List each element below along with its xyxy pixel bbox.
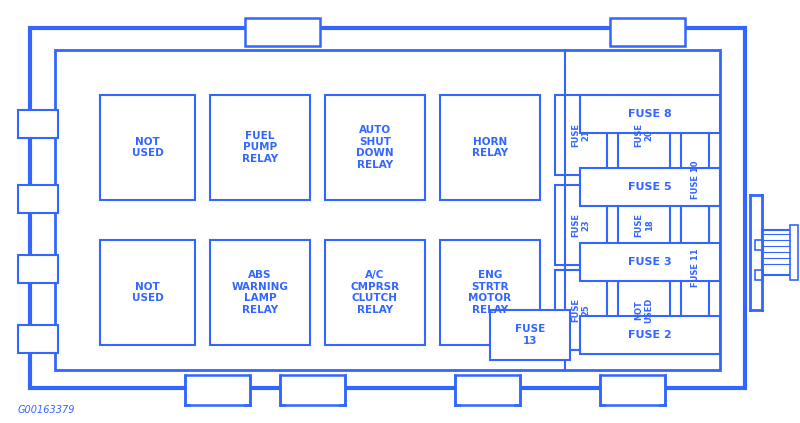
- Text: ENG
STRTR
MOTOR
RELAY: ENG STRTR MOTOR RELAY: [469, 270, 511, 315]
- Text: HORN
RELAY: HORN RELAY: [472, 137, 508, 158]
- Bar: [618, 185, 670, 265]
- Bar: [555, 185, 607, 265]
- Bar: [100, 95, 195, 200]
- Bar: [755, 240, 763, 250]
- Bar: [618, 270, 670, 350]
- Bar: [55, 50, 720, 370]
- Text: NOT
USED: NOT USED: [132, 282, 163, 303]
- Bar: [461, 381, 514, 411]
- Bar: [610, 18, 685, 46]
- Text: FUSE
23: FUSE 23: [571, 213, 590, 237]
- Bar: [600, 375, 665, 405]
- Bar: [245, 18, 320, 46]
- Text: FUSE
21: FUSE 21: [571, 123, 590, 147]
- Bar: [681, 95, 709, 265]
- Bar: [555, 270, 607, 350]
- Bar: [191, 381, 244, 411]
- Bar: [762, 230, 792, 275]
- Text: FUSE 10: FUSE 10: [690, 161, 699, 199]
- Text: FUSE
20: FUSE 20: [634, 123, 654, 147]
- Text: FUSE
13: FUSE 13: [515, 324, 545, 346]
- Text: FUSE
18: FUSE 18: [634, 213, 654, 237]
- Text: ABS
WARNING
LAMP
RELAY: ABS WARNING LAMP RELAY: [231, 270, 289, 315]
- Bar: [580, 95, 720, 133]
- Text: AUTO
SHUT
DOWN
RELAY: AUTO SHUT DOWN RELAY: [356, 125, 394, 170]
- Bar: [18, 255, 58, 283]
- Bar: [580, 168, 720, 206]
- Text: FUSE
25: FUSE 25: [571, 298, 590, 322]
- Bar: [18, 110, 58, 138]
- Text: A/C
CMPRSR
CLUTCH
RELAY: A/C CMPRSR CLUTCH RELAY: [350, 270, 399, 315]
- Text: FUSE 2: FUSE 2: [628, 330, 672, 340]
- Bar: [210, 95, 310, 200]
- Bar: [280, 375, 345, 405]
- Bar: [606, 381, 659, 411]
- Bar: [580, 316, 720, 354]
- Text: NOT
USED: NOT USED: [634, 297, 654, 323]
- Text: FUSE 8: FUSE 8: [628, 109, 672, 119]
- Bar: [580, 243, 720, 281]
- Bar: [440, 240, 540, 345]
- Text: NOT
USED: NOT USED: [132, 137, 163, 158]
- Bar: [555, 95, 607, 175]
- Bar: [210, 240, 310, 345]
- Bar: [325, 240, 425, 345]
- Text: FUSE 11: FUSE 11: [690, 248, 699, 287]
- Bar: [490, 310, 570, 360]
- Bar: [681, 185, 709, 350]
- Bar: [18, 325, 58, 353]
- Bar: [185, 375, 250, 405]
- Bar: [30, 28, 745, 388]
- Text: FUSE 5: FUSE 5: [628, 182, 672, 192]
- Bar: [286, 381, 339, 411]
- Text: FUSE 3: FUSE 3: [628, 257, 672, 267]
- Text: G00163379: G00163379: [18, 405, 75, 415]
- Text: FUEL
PUMP
RELAY: FUEL PUMP RELAY: [242, 131, 278, 164]
- Bar: [755, 270, 763, 280]
- Bar: [100, 240, 195, 345]
- Bar: [325, 95, 425, 200]
- Bar: [440, 95, 540, 200]
- Bar: [790, 225, 798, 280]
- Bar: [18, 185, 58, 213]
- Bar: [618, 95, 670, 175]
- Bar: [455, 375, 520, 405]
